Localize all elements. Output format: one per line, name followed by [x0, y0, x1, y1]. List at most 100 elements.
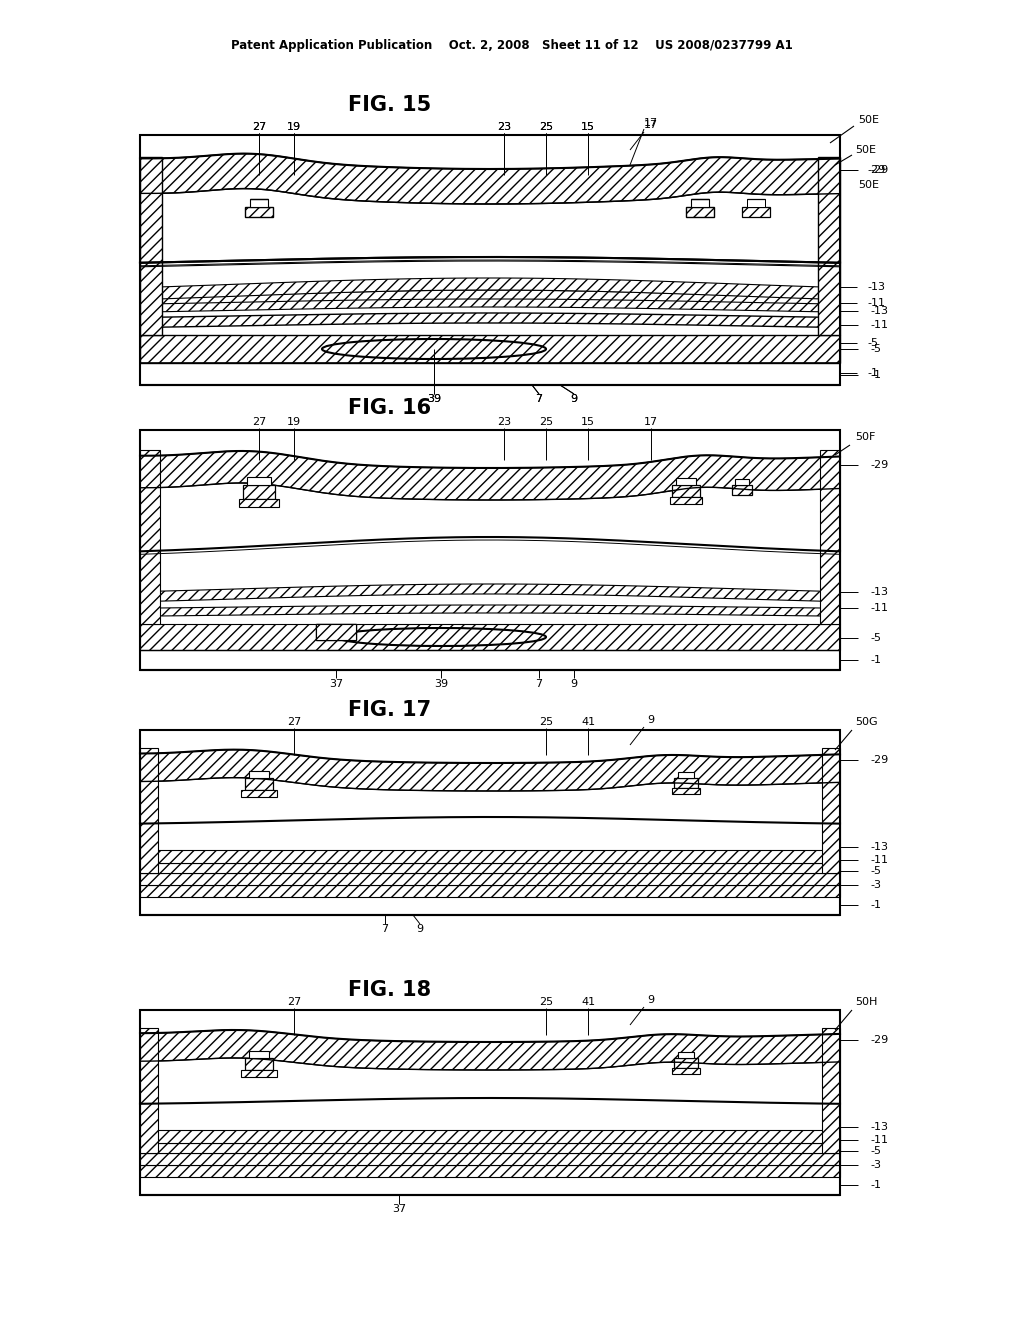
Bar — [678, 1052, 694, 1059]
Bar — [140, 649, 840, 671]
Bar — [742, 207, 770, 216]
Polygon shape — [140, 1059, 840, 1123]
Text: 37: 37 — [329, 678, 343, 689]
Text: 15: 15 — [581, 121, 595, 132]
Bar — [250, 199, 268, 207]
Text: 50E: 50E — [855, 145, 876, 154]
Text: -11: -11 — [870, 319, 888, 330]
Text: -13: -13 — [870, 306, 888, 315]
Text: FIG. 18: FIG. 18 — [348, 979, 431, 1001]
Bar — [239, 499, 279, 507]
Bar — [243, 484, 275, 499]
Text: -1: -1 — [870, 900, 881, 909]
Text: -1: -1 — [867, 368, 878, 378]
Bar — [676, 478, 696, 484]
Text: 25: 25 — [539, 417, 553, 426]
Bar — [140, 1028, 158, 1152]
Text: FIG. 15: FIG. 15 — [348, 95, 432, 115]
Bar — [140, 363, 840, 385]
Text: 50F: 50F — [855, 432, 876, 442]
Bar — [241, 789, 278, 797]
Text: 23: 23 — [497, 417, 511, 426]
Polygon shape — [140, 583, 840, 602]
Text: 41: 41 — [581, 717, 595, 727]
Polygon shape — [140, 290, 840, 310]
Text: -13: -13 — [870, 1122, 888, 1133]
Polygon shape — [140, 189, 840, 269]
Text: 9: 9 — [570, 678, 578, 689]
Polygon shape — [140, 300, 840, 312]
Bar — [686, 207, 714, 216]
Text: Patent Application Publication    Oct. 2, 2008   Sheet 11 of 12    US 2008/02377: Patent Application Publication Oct. 2, 2… — [231, 38, 793, 51]
Bar — [140, 335, 840, 363]
Bar — [732, 484, 752, 495]
Bar — [822, 1028, 840, 1152]
Bar — [140, 873, 840, 884]
Text: 50G: 50G — [855, 717, 878, 727]
Text: 9: 9 — [647, 995, 654, 1005]
Polygon shape — [140, 1030, 840, 1071]
Text: -29: -29 — [867, 165, 886, 176]
Text: 7: 7 — [536, 678, 543, 689]
Bar — [140, 884, 840, 898]
Text: 25: 25 — [539, 717, 553, 727]
Text: -1: -1 — [870, 370, 881, 380]
Text: 23: 23 — [497, 121, 511, 132]
Text: 27: 27 — [252, 121, 266, 132]
Text: FIG. 16: FIG. 16 — [348, 399, 431, 418]
Bar — [818, 157, 840, 335]
Text: -13: -13 — [867, 282, 885, 292]
Polygon shape — [140, 451, 840, 500]
Text: -5: -5 — [870, 345, 881, 354]
Text: 25: 25 — [539, 121, 553, 132]
Text: 27: 27 — [252, 121, 266, 132]
Polygon shape — [140, 560, 840, 591]
Bar — [140, 1143, 840, 1152]
Text: 15: 15 — [581, 417, 595, 426]
Text: 23: 23 — [497, 121, 511, 132]
Text: 9: 9 — [570, 393, 578, 404]
Text: -1: -1 — [870, 1180, 881, 1191]
Text: 27: 27 — [252, 417, 266, 426]
Bar — [140, 1152, 840, 1166]
Text: -5: -5 — [867, 338, 878, 348]
Bar — [672, 484, 700, 498]
Ellipse shape — [322, 339, 546, 359]
Bar — [245, 1059, 273, 1071]
Bar — [670, 498, 702, 504]
Bar — [316, 624, 356, 640]
Bar — [140, 1166, 840, 1177]
Bar — [140, 898, 840, 915]
Text: -11: -11 — [870, 1135, 888, 1144]
Bar — [140, 1177, 840, 1195]
Ellipse shape — [336, 628, 546, 645]
Polygon shape — [140, 153, 840, 205]
Polygon shape — [140, 279, 840, 300]
Text: -1: -1 — [870, 655, 881, 665]
Text: 50E: 50E — [858, 180, 879, 190]
Text: 27: 27 — [287, 717, 301, 727]
Text: 25: 25 — [539, 997, 553, 1007]
Bar — [245, 777, 273, 789]
Text: -5: -5 — [870, 866, 881, 876]
Bar — [249, 771, 269, 777]
Bar — [672, 1068, 700, 1074]
Text: 41: 41 — [581, 997, 595, 1007]
Bar — [140, 863, 840, 873]
Polygon shape — [140, 483, 840, 573]
Bar — [674, 777, 698, 788]
Text: 7: 7 — [536, 393, 543, 404]
Text: 9: 9 — [647, 715, 654, 725]
Text: 9: 9 — [417, 924, 424, 935]
Bar — [140, 430, 840, 671]
Bar — [247, 477, 271, 484]
Bar — [672, 788, 700, 795]
Bar — [249, 1051, 269, 1059]
Text: 39: 39 — [427, 393, 441, 404]
Bar — [746, 199, 765, 207]
Text: -5: -5 — [870, 634, 881, 643]
Text: -3: -3 — [870, 1160, 881, 1170]
Bar — [140, 157, 162, 335]
Text: 27: 27 — [287, 997, 301, 1007]
Text: FIG. 17: FIG. 17 — [348, 700, 431, 719]
